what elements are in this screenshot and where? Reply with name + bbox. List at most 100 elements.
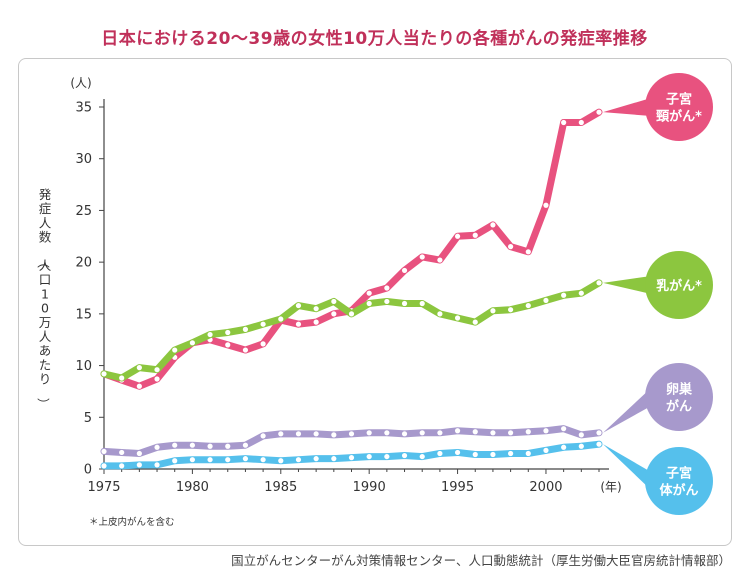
y-tick-label: 35 <box>75 101 92 116</box>
data-point <box>295 302 302 309</box>
data-point <box>225 329 231 336</box>
data-point <box>313 431 319 437</box>
data-point <box>260 341 266 347</box>
data-point <box>401 267 408 274</box>
data-point <box>490 451 496 458</box>
data-point <box>366 430 372 436</box>
data-point <box>578 119 584 126</box>
data-point <box>136 450 142 457</box>
data-point <box>119 449 125 456</box>
data-point <box>437 311 443 317</box>
y-tick-label: 25 <box>75 204 92 219</box>
line-chart: 0 5 10 15 20 25 30 35 1975 1980 1985 1990 1995 2000 発症… <box>36 73 713 528</box>
data-point <box>348 455 355 461</box>
data-point <box>596 441 602 447</box>
data-point <box>437 257 443 263</box>
data-point <box>508 307 514 313</box>
data-point <box>331 298 337 305</box>
data-point <box>348 431 355 437</box>
label-text: 子宮 <box>666 92 692 108</box>
label-text: 体がん <box>659 483 698 499</box>
y-tick-label: 10 <box>75 359 92 374</box>
data-point <box>225 342 231 348</box>
data-point <box>596 430 602 436</box>
y-tick-label: 15 <box>75 307 92 322</box>
data-point <box>119 375 125 381</box>
data-point <box>525 450 531 457</box>
data-point <box>242 442 249 448</box>
data-point <box>331 311 337 317</box>
y-tick-label: 0 <box>84 463 92 478</box>
label-pointer <box>603 98 651 116</box>
data-point <box>366 453 372 460</box>
data-point <box>543 428 549 434</box>
data-point <box>189 442 195 448</box>
data-point <box>384 285 390 291</box>
data-point <box>543 297 549 304</box>
data-point <box>437 430 443 436</box>
label-bubble <box>645 251 713 319</box>
data-point <box>225 443 231 449</box>
data-point <box>472 429 478 435</box>
data-point <box>401 452 408 459</box>
label-bubble <box>645 73 713 141</box>
data-point <box>172 458 178 464</box>
data-point <box>419 430 425 436</box>
page-title: 日本における20〜39歳の女性10万人当たりの各種がんの発症率推移 <box>101 29 648 49</box>
data-point <box>454 449 461 456</box>
data-point <box>207 457 213 463</box>
data-point <box>154 376 160 382</box>
data-point <box>136 462 142 468</box>
data-point <box>313 456 319 462</box>
data-point <box>578 290 584 296</box>
data-point <box>525 302 531 309</box>
data-point <box>295 457 302 463</box>
data-point <box>578 432 584 438</box>
label-pointer <box>603 276 651 294</box>
series-1 <box>100 279 603 382</box>
data-point <box>419 254 425 260</box>
x-tick-label: 2000 <box>529 480 562 495</box>
data-point <box>331 456 337 462</box>
data-point <box>401 431 408 437</box>
series-label-1: 乳がん* <box>603 251 713 319</box>
data-point <box>172 347 178 353</box>
data-point <box>543 202 549 208</box>
data-point <box>242 326 249 332</box>
data-point <box>472 451 478 458</box>
data-point <box>295 431 302 437</box>
data-point <box>472 319 478 325</box>
x-tick-label: 1990 <box>353 480 386 495</box>
data-point <box>260 457 266 463</box>
series-line <box>100 279 603 382</box>
y-tick-label: 20 <box>75 256 92 271</box>
series-2 <box>100 425 603 457</box>
chart-frame: 0 5 10 15 20 25 30 35 1975 1980 1985 1990 1995 2000 発症… <box>18 58 732 546</box>
label-text: 卵巣 <box>666 382 693 398</box>
data-point <box>454 428 461 434</box>
footnote: ＊上皮内がんを含む <box>89 516 175 528</box>
source-caption: 国立がんセンターがん対策情報センター、人口動態統計（厚生労働大臣官房統計情報部） <box>231 553 731 568</box>
data-point <box>578 443 584 449</box>
data-point <box>313 306 319 312</box>
data-point <box>225 457 231 463</box>
data-point <box>207 443 213 449</box>
x-tick-label: 1985 <box>264 480 297 495</box>
data-point <box>454 315 461 321</box>
data-point <box>472 232 478 238</box>
data-point <box>278 458 284 464</box>
data-point <box>561 292 567 298</box>
data-point <box>525 429 531 435</box>
data-point <box>543 447 549 453</box>
data-point <box>561 426 567 432</box>
x-tick-label: 1980 <box>176 480 209 495</box>
y-tick-label: 30 <box>75 152 92 167</box>
data-point <box>119 463 125 469</box>
y-axis-title: 発症人数（人口 1 0 万人あたり） <box>36 187 52 410</box>
data-point <box>154 462 160 468</box>
data-point <box>242 347 249 353</box>
data-point <box>490 308 496 314</box>
data-point <box>260 433 266 439</box>
label-text: 子宮 <box>666 466 692 482</box>
